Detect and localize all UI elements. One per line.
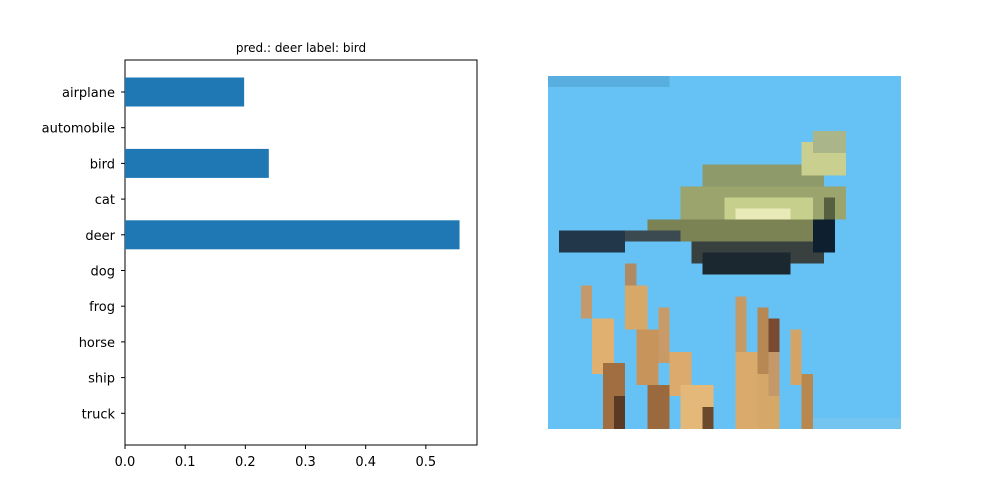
x-tick-label: 0.3	[295, 455, 316, 470]
pixelated-bird-image	[548, 76, 901, 429]
bird-thumbnail-image	[548, 76, 901, 429]
x-tick-label: 0.2	[235, 455, 256, 470]
x-tick-label: 0.1	[175, 455, 196, 470]
x-tick-label: 0.4	[355, 455, 376, 470]
y-tick-label-automobile: automobile	[42, 122, 115, 137]
y-tick-label-deer: deer	[85, 229, 115, 244]
bar-bird	[125, 148, 269, 178]
plot-frame	[124, 59, 478, 446]
y-tick-label-dog: dog	[91, 265, 115, 280]
x-tick-label: 0.0	[115, 455, 136, 470]
bar-airplane	[125, 77, 245, 107]
y-tick-label-truck: truck	[82, 407, 116, 422]
y-tick-label-frog: frog	[89, 300, 115, 315]
x-tick-label: 0.5	[416, 455, 437, 470]
y-tick-label-cat: cat	[95, 193, 115, 208]
y-tick-label-horse: horse	[79, 336, 115, 351]
y-tick-label-ship: ship	[88, 372, 115, 387]
y-tick-label-airplane: airplane	[62, 86, 115, 101]
y-tick-label-bird: bird	[90, 157, 115, 172]
chart-title: pred.: deer label: bird	[236, 41, 366, 55]
bar-deer	[125, 220, 460, 250]
